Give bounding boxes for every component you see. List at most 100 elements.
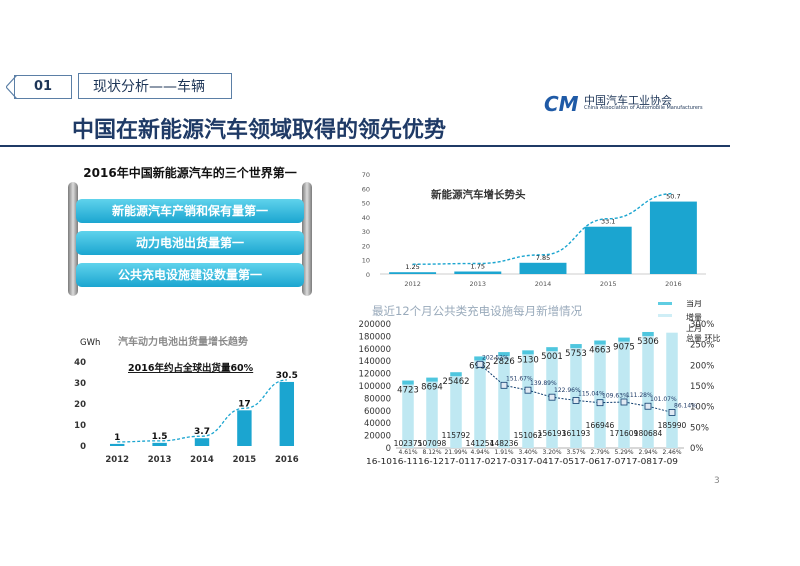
bar-increment: [402, 380, 414, 385]
data-label: 2826: [493, 357, 515, 367]
data-label: 180684: [634, 429, 663, 438]
bar: [584, 226, 632, 274]
y-tick-label: 30: [74, 379, 86, 389]
data-label: 5306: [637, 337, 659, 347]
data-label: 171609: [610, 429, 639, 438]
data-label: 5130: [517, 355, 539, 365]
legend-label: 上月: [686, 324, 702, 333]
data-label: 107098: [418, 439, 447, 448]
bar: [454, 271, 502, 274]
data-label: 1: [114, 433, 120, 443]
bar: [402, 384, 414, 448]
data-label: 25462: [442, 377, 469, 387]
rate-label: 4.61%: [398, 449, 417, 456]
y2-tick-label: 250%: [690, 341, 714, 351]
x-tick-label: 2015: [600, 280, 617, 288]
section-label: 现状分析——车辆: [78, 73, 232, 99]
logo-name-cn: 中国汽车工业协会: [584, 94, 672, 107]
y-tick-label: 60: [362, 185, 370, 193]
index-label: 122.96%: [554, 387, 581, 394]
logo-name-en: China Association of Automobile Manufact…: [584, 105, 703, 111]
bar: [279, 381, 295, 446]
logo-mark: CM: [544, 92, 579, 116]
y2-tick-label: 0%: [690, 444, 704, 454]
legend-label: 总量 环比: [686, 333, 721, 343]
data-label: 33.1: [601, 218, 615, 226]
y-tick-label: 120000: [359, 370, 391, 380]
bar: [594, 344, 606, 448]
bar-increment: [618, 337, 630, 342]
rate-label: 2.79%: [590, 449, 609, 456]
bar: [109, 443, 125, 446]
bar: [152, 442, 167, 446]
legend-label: 当月: [686, 300, 702, 308]
index-marker: [500, 381, 508, 389]
y-tick-label: 40000: [364, 419, 391, 429]
data-label: 161193: [562, 429, 591, 438]
index-marker: [476, 360, 484, 368]
y2-tick-label: 300%: [690, 320, 714, 330]
world-first-item: 公共充电设施建设数量第一: [76, 263, 304, 287]
data-label: 148236: [490, 439, 519, 448]
bar-increment: [642, 331, 654, 336]
y-tick-label: 140000: [359, 357, 391, 367]
index-marker: [668, 408, 676, 416]
bar: [642, 335, 654, 448]
x-tick-labels: 16-1016-1116-1217-0117-0217-0317-0417-05…: [366, 457, 678, 466]
data-label: 141254: [466, 439, 495, 448]
index-marker: [644, 402, 652, 410]
rate-label: 8.12%: [422, 449, 441, 456]
x-tick-label: 2015: [233, 455, 257, 465]
y-tick-label: 100000: [359, 382, 391, 392]
chart-title: 最近12个月公共类充电设施每月新增情况: [372, 304, 583, 318]
index-label: 111.28%: [626, 392, 653, 399]
x-tick-label: 2016: [665, 280, 682, 288]
rate-label: 1.91%: [494, 449, 513, 456]
rate-label: 5.29%: [614, 449, 633, 456]
bar: [666, 332, 678, 448]
legend-swatch: [658, 302, 672, 305]
x-tick-label: 2012: [404, 280, 421, 288]
y-tick-label: 0: [80, 442, 86, 452]
rate-label: 2.46%: [662, 449, 681, 456]
world-firsts-title: 2016年中国新能源汽车的三个世界第一: [83, 166, 297, 180]
data-label: 30.5: [276, 371, 298, 381]
scroll-rod-left: [68, 182, 78, 296]
trend-line: [117, 379, 287, 443]
y2-tick-label: 200%: [690, 361, 714, 371]
data-label: 1.75: [471, 263, 485, 271]
legend-label: 增量: [686, 312, 702, 322]
index-label: 151.67%: [506, 375, 533, 382]
y2-tick-label: 150%: [690, 382, 714, 392]
caam-logo: CM 中国汽车工业协会 China Association of Automob…: [544, 92, 744, 116]
y-tick-label: 80000: [364, 394, 391, 404]
world-first-item: 动力电池出货量第一: [76, 231, 304, 255]
bar-increment: [570, 344, 582, 349]
y-tick-label: 0: [366, 271, 370, 279]
y2-tick-label: 50%: [690, 423, 709, 433]
bar-increment: [594, 340, 606, 345]
data-label: 5753: [565, 349, 587, 359]
index-label: 139.89%: [530, 380, 557, 387]
scroll-rod-right: [302, 182, 312, 296]
x-tick-label: 2016: [275, 455, 299, 465]
index-marker: [572, 397, 580, 404]
bar: [426, 381, 438, 448]
bar: [389, 272, 437, 274]
rate-label: 3.40%: [518, 449, 537, 456]
data-label: 5001: [541, 352, 563, 362]
bar: [498, 356, 510, 448]
data-label: 4663: [589, 345, 611, 355]
rate-label: 3.57%: [566, 449, 585, 456]
x-tick-label: 2013: [148, 455, 172, 465]
bar: [522, 354, 534, 448]
bar: [450, 376, 462, 448]
bar-increment: [522, 350, 534, 355]
index-label: 86.14%: [674, 402, 697, 409]
trend-line: [412, 192, 674, 265]
y-tick-label: 40: [362, 214, 370, 222]
index-label: 109.63%: [602, 393, 629, 400]
bar: [649, 201, 697, 274]
y-tick-label: 20000: [364, 432, 391, 442]
data-label: 156193: [538, 429, 567, 438]
